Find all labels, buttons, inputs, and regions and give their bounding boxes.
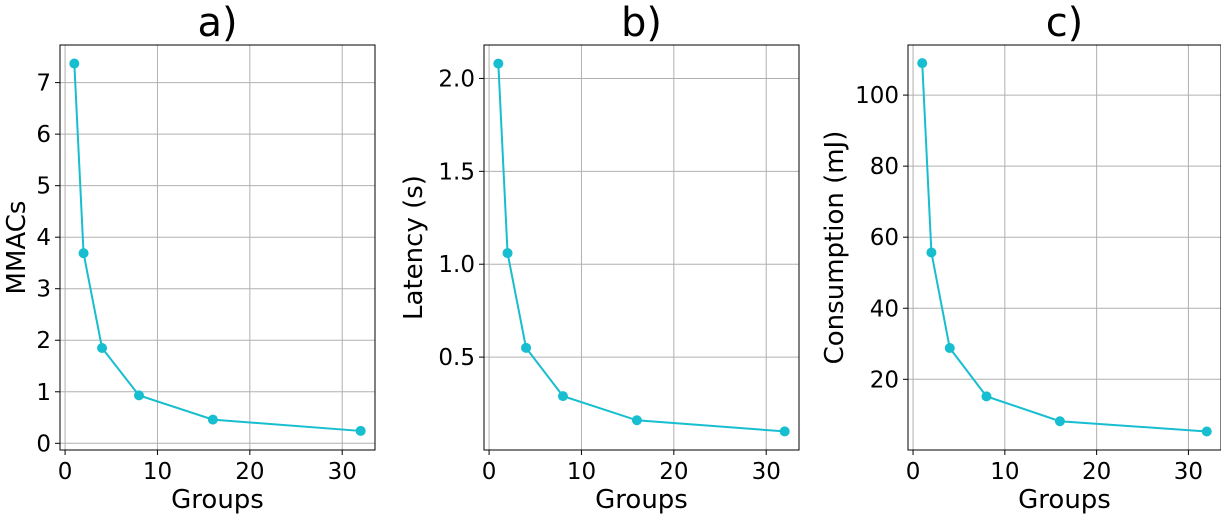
panel-c-data-point — [981, 391, 992, 402]
panel-b-y-tick-label: 1.0 — [438, 252, 475, 278]
panel-b-data-point — [631, 415, 642, 426]
panel-a-y-tick-label: 6 — [36, 122, 51, 148]
panel-b-y-axis-label: Latency (s) — [399, 175, 429, 320]
panel-a-y-axis-label: MMACs — [2, 201, 32, 295]
panel-c-data-point — [926, 247, 937, 258]
panel-c-y-tick-label: 60 — [870, 225, 899, 251]
panel-b-data-point — [502, 248, 513, 259]
panel-c-y-tick-label: 40 — [870, 296, 899, 322]
panel-c-chart: 0 10 20 30 20 40 60 80 100 c) Groups Consumption (m… — [820, 0, 1221, 515]
panel-a-y-tick-label: 0 — [36, 431, 51, 457]
panel-c-y-tick-label: 20 — [870, 367, 899, 393]
panel-a-data-point — [69, 58, 80, 69]
panel-a-x-tick-label: 20 — [235, 459, 264, 485]
panel-c-x-axis-label: Groups — [1018, 485, 1111, 515]
panel-b-data-point — [557, 391, 568, 402]
panel-b-series-line — [497, 63, 785, 433]
panel-a-title: a) — [197, 0, 237, 46]
panel-c-y-axis-label: Consumption (mJ) — [820, 131, 850, 365]
panel-c-axes-frame — [907, 44, 1221, 451]
panel-c-data-point — [1054, 416, 1065, 427]
panel-c-title: c) — [1046, 0, 1084, 46]
panel-b-x-tick-label: 0 — [482, 459, 497, 485]
panel-b-axes-frame — [483, 44, 800, 451]
panel-c-y-tick-label: 100 — [855, 83, 899, 109]
panel-a-data-point — [97, 342, 108, 353]
panel-a-y-tick-label: 1 — [36, 380, 51, 406]
panel-c-data-point — [917, 58, 928, 69]
panel-c-x-tick-label: 20 — [1082, 459, 1111, 485]
panel-b-title: b) — [621, 0, 662, 46]
panel-b-chart: 0 10 20 30 0.5 1.0 1.5 2.0 b) Groups Latency (s) — [399, 0, 800, 515]
panel-a-data-point — [355, 425, 366, 436]
panel-c-data-point — [1201, 426, 1212, 437]
panel-a-y-tick-label: 7 — [36, 71, 51, 97]
panel-c-x-tick-label: 10 — [990, 459, 1019, 485]
panel-c-x-tick-label: 0 — [906, 459, 921, 485]
panel-b-x-axis-label: Groups — [595, 485, 688, 515]
panel-b-y-tick-label: 2.0 — [438, 66, 475, 92]
panel-a-data-point — [78, 248, 89, 259]
panel-a-x-tick-label: 0 — [58, 459, 73, 485]
panel-a-chart: 0 10 20 30 0 1 2 3 4 5 6 7 a) Groups MMACs — [2, 0, 376, 515]
panel-c-data-point — [944, 343, 955, 354]
panel-b-data-point — [779, 426, 790, 437]
panel-b-data-point — [521, 342, 532, 353]
panel-a-x-axis-label: Groups — [171, 485, 264, 515]
panel-a-series-line — [73, 63, 361, 432]
panel-a-data-point — [207, 414, 218, 425]
panel-c-y-tick-label: 80 — [870, 154, 899, 180]
panel-a-y-tick-label: 5 — [36, 174, 51, 200]
panel-b-x-tick-label: 10 — [567, 459, 596, 485]
panel-c-x-tick-label: 30 — [1174, 459, 1203, 485]
panel-a-data-point — [133, 390, 144, 401]
panel-a-x-tick-label: 30 — [328, 459, 357, 485]
panel-b-y-tick-label: 0.5 — [438, 345, 475, 371]
panel-a-axes-frame — [59, 44, 376, 451]
panel-c-series-line — [921, 63, 1207, 433]
panel-a-x-tick-label: 10 — [143, 459, 172, 485]
panel-b-x-tick-label: 20 — [659, 459, 688, 485]
panel-a-y-tick-label: 4 — [36, 225, 51, 251]
panel-a-y-tick-label: 3 — [36, 277, 51, 303]
panel-b-data-point — [493, 58, 504, 69]
panel-a-y-tick-label: 2 — [36, 328, 51, 354]
panel-b-y-tick-label: 1.5 — [438, 159, 475, 185]
panel-b-x-tick-label: 30 — [752, 459, 781, 485]
